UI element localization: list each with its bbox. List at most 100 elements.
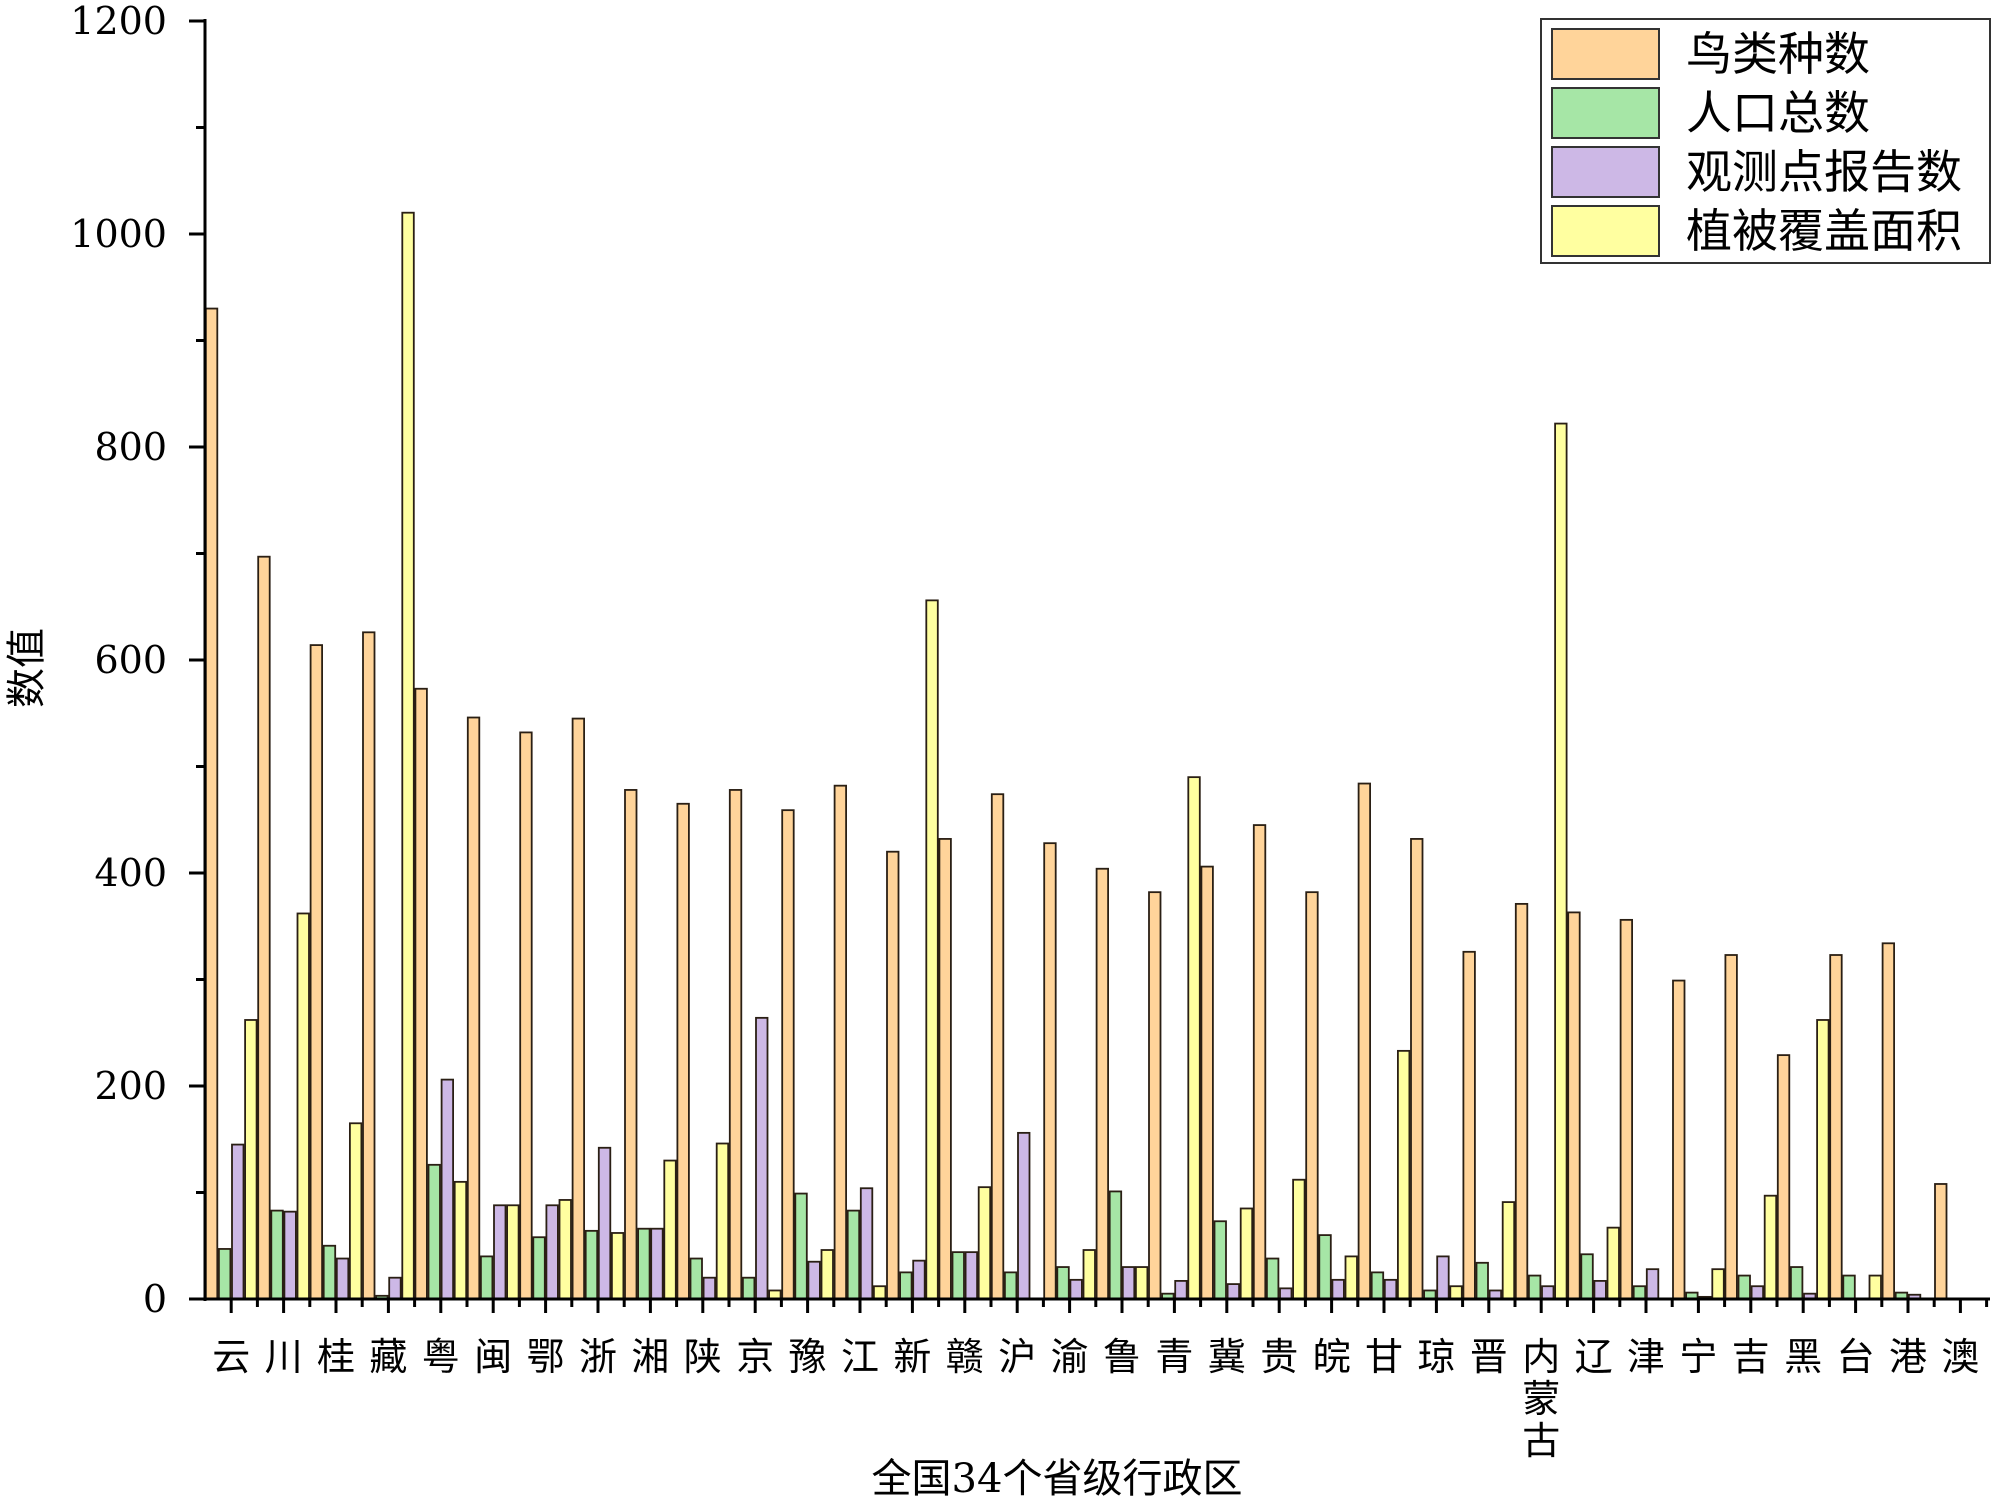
bar-黑-1 [1776, 1054, 1791, 1300]
bar-内蒙古-3 [1541, 1285, 1555, 1300]
bar-黑-4 [1816, 1019, 1830, 1300]
x-tick-label: 津 [1627, 1335, 1665, 1379]
bar-江-1 [833, 784, 847, 1300]
bar-晋-4 [1501, 1201, 1516, 1300]
bar-青-4 [1187, 776, 1201, 1300]
x-tick-label: 甘 [1365, 1335, 1403, 1379]
x-tick-label-char: 蒙 [1522, 1377, 1560, 1421]
y-tick-label: 400 [94, 851, 167, 895]
bar-京-2 [742, 1276, 756, 1300]
x-tick-label: 京 [736, 1335, 774, 1379]
x-tick-label: 澳 [1941, 1335, 1979, 1379]
bar-陕-4 [715, 1142, 730, 1300]
bar-粤-2 [427, 1163, 441, 1300]
bar-黑-2 [1790, 1266, 1804, 1300]
x-tick-label: 冀 [1208, 1335, 1246, 1379]
bar-新-3 [912, 1259, 926, 1300]
x-tick-label: 内蒙古 [1522, 1335, 1560, 1463]
bar-皖-1 [1305, 891, 1319, 1300]
bar-吉-4 [1763, 1194, 1778, 1300]
bar-桂-1 [309, 644, 324, 1300]
x-tick-label: 鲁 [1103, 1335, 1141, 1379]
bar-闽-2 [479, 1255, 494, 1300]
bar-贵-1 [1252, 824, 1267, 1300]
x-tick-label: 台 [1837, 1335, 1875, 1379]
bar-闽-1 [466, 716, 481, 1300]
bar-赣-4 [977, 1186, 992, 1300]
bar-京-3 [755, 1016, 769, 1300]
bar-辽-3 [1593, 1279, 1607, 1300]
bar-云-1 [204, 307, 219, 1300]
bar-内蒙古-1 [1514, 902, 1529, 1300]
legend-label: 鸟类种数 [1686, 27, 1870, 81]
legend-swatch [1551, 205, 1660, 257]
bar-台-1 [1829, 954, 1843, 1300]
x-tick-label: 湘 [631, 1335, 669, 1379]
bar-鄂-2 [532, 1236, 546, 1300]
bar-宁-4 [1711, 1268, 1725, 1300]
bar-赣-3 [964, 1251, 978, 1300]
bar-渝-3 [1069, 1278, 1083, 1300]
bar-吉-2 [1737, 1274, 1751, 1300]
legend-swatch [1551, 28, 1660, 80]
bar-津-3 [1645, 1268, 1660, 1300]
x-tick-label: 新 [893, 1335, 931, 1379]
bar-甘-2 [1370, 1271, 1385, 1300]
bar-皖-4 [1344, 1255, 1358, 1300]
bar-江-4 [873, 1285, 887, 1300]
bar-川-1 [257, 555, 271, 1300]
bar-台-4 [1868, 1274, 1882, 1300]
x-axis-title: 全国34个省级行政区 [872, 1456, 1243, 1502]
bar-辽-1 [1567, 911, 1581, 1300]
axes-layer: 云川桂藏粤闽鄂浙湘陕京豫江新赣沪渝鲁青冀贵皖甘琼晋内蒙古辽津宁吉黑台港澳 0 200… [70, 0, 1990, 1463]
bar-冀-1 [1200, 865, 1214, 1300]
bar-陕-3 [702, 1276, 716, 1300]
x-tick-label: 豫 [789, 1335, 827, 1379]
bar-新-2 [899, 1271, 913, 1300]
bar-江-2 [846, 1209, 861, 1300]
bar-渝-2 [1056, 1266, 1070, 1300]
bar-云-2 [217, 1248, 232, 1300]
x-tick-label: 港 [1889, 1335, 1927, 1379]
bar-渝-1 [1043, 842, 1057, 1300]
bar-青-1 [1148, 891, 1162, 1300]
bar-津-1 [1619, 918, 1633, 1300]
y-tick-label: 0 [143, 1277, 167, 1321]
bar-粤-3 [440, 1078, 455, 1300]
legend-label: 植被覆盖面积 [1686, 204, 1962, 258]
x-tick-label: 晋 [1470, 1335, 1508, 1379]
bar-桂-2 [322, 1244, 337, 1300]
bar-琼-3 [1436, 1255, 1450, 1300]
x-tick-label: 琼 [1417, 1335, 1455, 1379]
bar-宁-1 [1672, 979, 1686, 1300]
x-tick-label: 闽 [474, 1335, 512, 1379]
bar-鲁-3 [1121, 1266, 1136, 1300]
y-tick-label: 1000 [70, 212, 167, 256]
bar-豫-1 [781, 809, 795, 1300]
bars-layer [204, 211, 1948, 1300]
y-axis-title: 数值 [4, 628, 50, 708]
x-tick-label: 贵 [1260, 1335, 1298, 1379]
bar-闽-3 [493, 1204, 507, 1300]
bar-冀-3 [1226, 1283, 1240, 1300]
bar-藏-3 [388, 1276, 402, 1300]
bar-川-4 [296, 912, 310, 1300]
bar-藏-1 [362, 631, 376, 1300]
bar-豫-2 [794, 1192, 808, 1300]
bar-湘-2 [637, 1227, 651, 1300]
bar-晋-2 [1475, 1261, 1489, 1300]
bar-桂-4 [348, 1122, 363, 1300]
bar-沪-2 [1004, 1271, 1018, 1300]
bar-渝-4 [1082, 1249, 1096, 1300]
bar-沪-3 [1017, 1131, 1031, 1300]
bar-皖-2 [1318, 1234, 1332, 1300]
x-tick-label: 陕 [684, 1335, 722, 1379]
bar-鄂-4 [558, 1199, 572, 1300]
x-tick-label: 云 [212, 1335, 250, 1379]
x-tick-label: 皖 [1313, 1335, 1351, 1379]
bar-江-3 [859, 1187, 874, 1300]
bar-吉-3 [1750, 1285, 1764, 1300]
x-tick-label: 江 [841, 1335, 879, 1379]
